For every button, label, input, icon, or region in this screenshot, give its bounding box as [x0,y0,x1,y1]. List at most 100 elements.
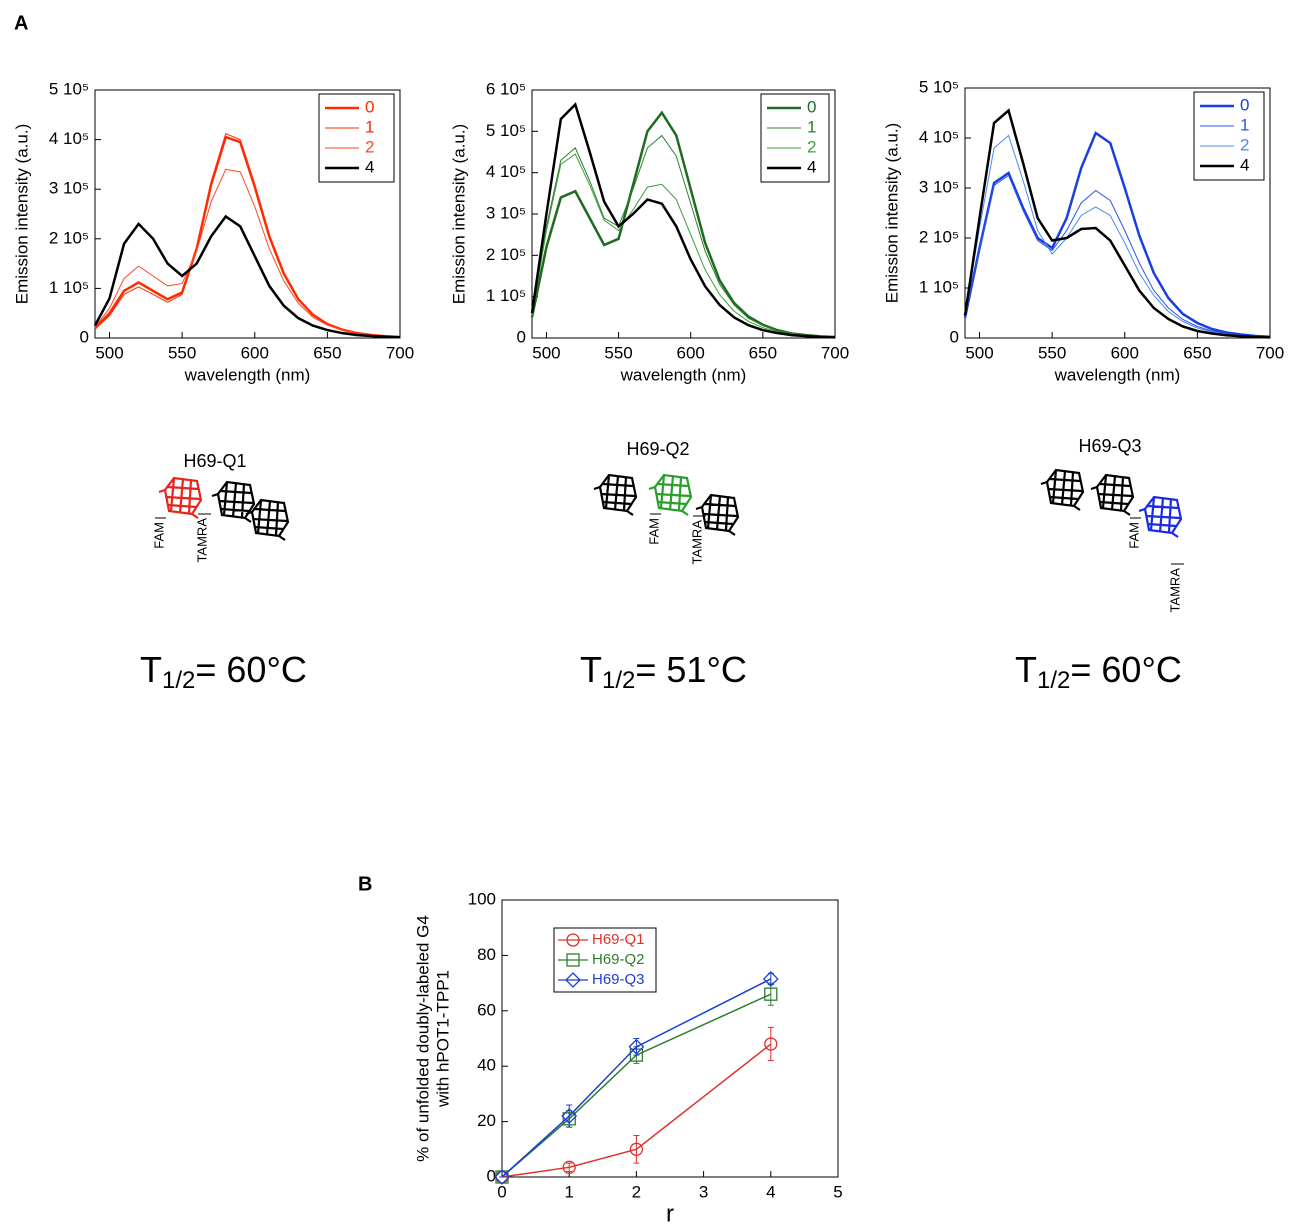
y-tick-label: 2 10⁵ [486,245,526,264]
y-tick-label: 2 10⁵ [49,228,89,247]
x-tick-label: 600 [241,343,269,362]
legend-label: 0 [1240,95,1249,114]
plot-frame [964,87,1271,339]
dye-label: FAM [1126,522,1141,549]
y-tick-label: 80 [477,945,496,964]
melting-symbol: T [140,649,162,690]
y-tick-label: 0 [80,327,89,346]
series-line [501,978,772,1178]
y-tick-label: 5 10⁵ [919,77,959,96]
melting-symbol: T [580,649,602,690]
melting-temperature: T1/2= 60°C [140,649,307,695]
x-tick-label: 550 [1038,343,1066,362]
g4-icon [592,473,638,517]
dye-label: TAMRA [1167,568,1182,613]
g4-icon [210,480,256,524]
legend-label: 2 [807,137,816,156]
data-point [628,1038,645,1055]
legend-marker [566,953,580,967]
spectrum-line [94,168,401,338]
g4-icon [1137,495,1183,539]
y-tick-label: 40 [477,1056,496,1075]
melting-temperature: T1/2= 51°C [580,649,747,695]
series-line [501,993,772,1178]
y-tick-label: 1 10⁵ [486,286,526,305]
x-axis-label: wavelength (nm) [620,365,747,384]
x-axis-label: wavelength (nm) [1054,365,1181,384]
error-bar [633,1134,640,1164]
error-bar [633,1038,640,1056]
x-tick-label: 600 [1111,343,1139,362]
legend-label: 4 [807,157,816,176]
melting-value: = 51°C [635,649,746,690]
data-point [495,1170,509,1184]
y-tick-label: 4 10⁵ [486,162,526,181]
series-line [501,1043,772,1178]
legend-label: H69-Q1 [592,931,645,948]
y-tick-label: 0 [487,1166,496,1185]
melting-subscript: 1/2 [162,667,195,694]
g4-icon [647,473,693,517]
y-tick-label: 1 10⁵ [49,278,89,297]
y-tick-label: 4 10⁵ [49,129,89,148]
dye-label: FAM [646,518,661,545]
x-tick-label: 4 [766,1182,775,1201]
legend-label: 2 [365,137,374,156]
x-tick-label: 500 [532,343,560,362]
y-axis-label: with hPOT1-TPP1 [433,970,452,1108]
y-tick-label: 4 10⁵ [919,127,959,146]
spectrum-line [93,214,401,339]
data-point [762,971,779,987]
construct-label: H69-Q2 [626,439,689,459]
x-tick-label: 550 [168,343,196,362]
x-tick-label: 0 [497,1182,506,1201]
y-axis-label: Emission intensity (a.u.) [449,124,468,304]
legend-label: 0 [807,97,816,116]
legend-label: H69-Q3 [592,971,645,988]
x-tick-label: 600 [677,343,705,362]
construct-label: H69-Q1 [183,451,246,471]
melting-value: = 60°C [1070,649,1181,690]
x-tick-label: 2 [632,1182,641,1201]
y-tick-label: 0 [950,327,959,346]
legend-label: 1 [365,117,374,136]
x-tick-label: 650 [1183,343,1211,362]
x-tick-label: 1 [564,1182,573,1201]
spectrum-line [530,102,836,339]
x-tick-label: 500 [965,343,993,362]
legend-label: 1 [807,117,816,136]
x-tick-label: 550 [604,343,632,362]
data-point [764,1037,778,1051]
x-tick-label: 700 [386,343,414,362]
y-tick-label: 3 10⁵ [486,203,526,222]
y-tick-label: 100 [468,889,496,908]
legend-label: 2 [1240,135,1249,154]
y-tick-label: 1 10⁵ [919,277,959,296]
x-axis-label: r [666,1200,674,1226]
dye-label: TAMRA [689,520,704,565]
y-axis-label: Emission intensity (a.u.) [882,123,901,303]
dye-label: TAMRA [194,518,209,563]
x-tick-label: 5 [833,1182,842,1201]
data-point [629,1142,644,1156]
y-tick-label: 0 [517,327,526,346]
g4-icon [157,476,203,520]
x-tick-label: 700 [821,343,849,362]
legend-marker [565,972,581,988]
melting-symbol: T [1015,649,1037,690]
y-tick-label: 2 10⁵ [919,227,959,246]
x-tick-label: 650 [749,343,777,362]
data-point [562,1160,576,1174]
y-tick-label: 6 10⁵ [486,79,526,98]
x-axis-label: wavelength (nm) [184,365,311,384]
x-tick-label: 700 [1256,343,1284,362]
x-tick-label: 500 [95,343,123,362]
y-tick-label: 3 10⁵ [49,179,89,198]
g4-icon [1039,468,1085,512]
plot-frame [501,899,839,1178]
legend-marker [566,933,580,947]
melting-subscript: 1/2 [1037,667,1070,694]
legend-label: 1 [1240,115,1249,134]
melting-temperature: T1/2= 60°C [1015,649,1182,695]
